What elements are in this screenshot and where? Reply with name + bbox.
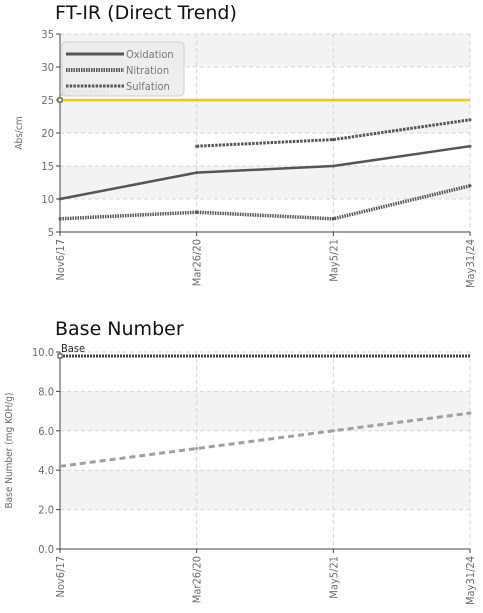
threshold-marker xyxy=(57,353,63,359)
chart-title-ftir: FT-IR (Direct Trend) xyxy=(55,2,237,24)
x-tick-label: Nov6/17 xyxy=(54,556,67,598)
x-tick-label: May31/24 xyxy=(464,556,477,605)
series-line-oxidation xyxy=(59,144,471,201)
data-point xyxy=(58,197,62,201)
data-point xyxy=(58,464,62,468)
threshold-label-base: Base xyxy=(61,342,85,355)
legend-label-nitration: Nitration xyxy=(126,64,169,77)
y-tick-label: 8.0 xyxy=(38,385,54,398)
data-point xyxy=(195,210,199,214)
series-line-sulfation xyxy=(196,118,471,148)
chart-title-base-number: Base Number xyxy=(55,318,184,340)
y-tick-label: 25 xyxy=(41,94,54,107)
plot-band xyxy=(60,470,470,510)
y-tick-label: 10.0 xyxy=(32,346,54,359)
y-tick-label: 5 xyxy=(48,226,54,239)
plot-band xyxy=(60,166,470,199)
legend-label-sulfation: Sulfation xyxy=(126,80,170,93)
data-point xyxy=(468,184,472,188)
x-tick-label: Mar26/20 xyxy=(191,556,204,603)
y-tick-label: 4.0 xyxy=(38,464,54,477)
series-line-series-0 xyxy=(59,411,471,468)
x-tick-label: Mar26/20 xyxy=(191,239,204,286)
y-axis-label: Abs/cm xyxy=(14,116,25,149)
data-point xyxy=(195,447,199,451)
ftir-chart: 5 10 15 20 25 30 35 Nov6/17 Mar26/20 May5/21 May31… xyxy=(14,28,477,288)
plot-band xyxy=(60,100,470,133)
legend-label-oxidation: Oxidation xyxy=(126,48,174,61)
data-point xyxy=(195,171,199,175)
data-point xyxy=(331,138,335,142)
data-point xyxy=(195,144,199,148)
data-point xyxy=(58,217,62,221)
threshold-marker xyxy=(57,97,63,103)
x-tick-label: May5/21 xyxy=(327,239,340,282)
data-point xyxy=(468,411,472,415)
y-tick-label: 15 xyxy=(41,160,54,173)
y-tick-label: 6.0 xyxy=(38,425,54,438)
x-tick-label: May5/21 xyxy=(327,556,340,599)
data-point xyxy=(331,164,335,168)
y-tick-label: 2.0 xyxy=(38,504,54,517)
y-tick-label: 10 xyxy=(41,193,54,206)
data-point xyxy=(468,144,472,148)
series-line-nitration xyxy=(59,184,471,221)
y-tick-label: 20 xyxy=(41,127,54,140)
data-point xyxy=(468,118,472,122)
data-point xyxy=(331,429,335,433)
y-axis-label: Base Number (mg KOH/g) xyxy=(4,392,15,508)
plot-area xyxy=(60,352,470,549)
y-tick-label: 30 xyxy=(41,61,54,74)
y-tick-label: 0.0 xyxy=(38,543,54,556)
x-tick-label: Nov6/17 xyxy=(54,239,67,281)
plot-band xyxy=(60,391,470,431)
data-point xyxy=(331,217,335,221)
x-tick-label: May31/24 xyxy=(464,239,477,288)
y-tick-label: 35 xyxy=(41,28,54,41)
